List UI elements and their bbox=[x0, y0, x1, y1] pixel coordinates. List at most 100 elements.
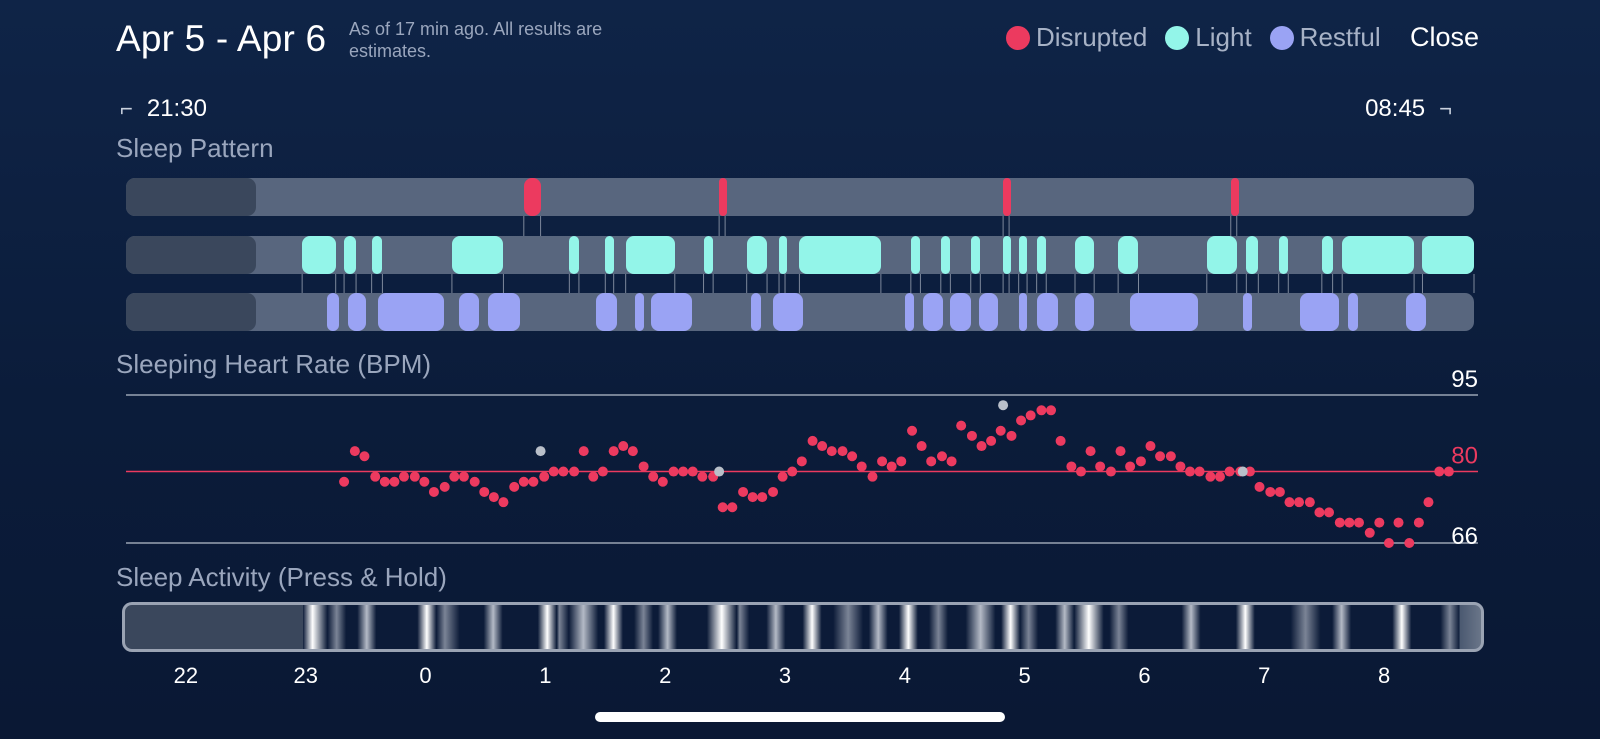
disrupted-segment bbox=[1230, 178, 1239, 216]
heart-rate-point bbox=[588, 471, 599, 482]
time-start: ⌐ 21:30 bbox=[120, 95, 207, 123]
heart-rate-point bbox=[597, 466, 608, 477]
heart-rate-point bbox=[558, 466, 569, 477]
restful-segment bbox=[459, 293, 480, 331]
heart-rate-point bbox=[409, 471, 420, 482]
light-segment bbox=[344, 236, 357, 274]
x-tick-label: 5 bbox=[1018, 663, 1031, 688]
time-end-label: 08:45 bbox=[1365, 95, 1426, 122]
heart-rate-point bbox=[428, 486, 439, 497]
heart-rate-point bbox=[1125, 461, 1136, 472]
heart-rate-point bbox=[1274, 486, 1285, 497]
estimate-note: As of 17 min ago. All results are estima… bbox=[349, 19, 603, 61]
heart-rate-point bbox=[1294, 497, 1305, 508]
heart-rate-point bbox=[1413, 517, 1424, 528]
heart-rate-chart[interactable]: 95 80 66 bbox=[0, 360, 1600, 560]
heart-rate-point bbox=[687, 466, 698, 477]
heart-rate-point bbox=[539, 471, 550, 482]
restful-segment bbox=[922, 293, 944, 331]
legend-dot-light bbox=[1165, 25, 1190, 50]
heart-rate-point bbox=[738, 486, 749, 497]
light-segment bbox=[799, 236, 881, 274]
heart-rate-point bbox=[1175, 461, 1186, 472]
heart-rate-point bbox=[458, 471, 469, 482]
heart-rate-point bbox=[1364, 527, 1375, 538]
bracket-start-icon: ⌐ bbox=[120, 96, 133, 121]
heart-rate-point bbox=[817, 441, 828, 452]
heart-rate-point bbox=[479, 486, 490, 497]
heart-rate-point bbox=[1105, 466, 1116, 477]
heart-rate-point bbox=[488, 492, 499, 503]
heart-rate-point bbox=[1324, 507, 1335, 518]
disrupted-segment bbox=[523, 178, 541, 216]
page-title: Apr 5 - Apr 6 bbox=[116, 18, 327, 59]
time-end: 08:45 ¬ bbox=[1365, 95, 1452, 123]
heart-rate-point bbox=[1115, 446, 1126, 457]
heart-rate-point bbox=[668, 466, 679, 477]
track-pre-disrupted bbox=[126, 178, 256, 216]
heart-rate-point bbox=[826, 446, 837, 457]
heart-rate-point bbox=[1194, 466, 1205, 477]
track-pre-restful bbox=[126, 293, 256, 331]
sleep-pattern-label: Sleep Pattern bbox=[116, 133, 274, 163]
x-tick-label: 23 bbox=[293, 663, 318, 688]
heart-rate-point bbox=[1145, 441, 1156, 452]
time-start-label: 21:30 bbox=[146, 95, 207, 122]
heart-rate-point bbox=[648, 471, 659, 482]
home-indicator[interactable] bbox=[595, 712, 1005, 722]
heart-rate-point bbox=[1046, 405, 1057, 416]
legend-label-light: Light bbox=[1195, 22, 1252, 52]
heart-rate-point bbox=[608, 446, 619, 457]
heart-rate-point bbox=[727, 502, 738, 513]
heart-rate-point bbox=[1284, 497, 1295, 508]
restful-segment bbox=[979, 293, 999, 331]
heart-rate-point bbox=[1423, 497, 1434, 508]
heart-rate-point bbox=[1254, 481, 1265, 492]
track-restful[interactable] bbox=[126, 293, 1474, 331]
bracket-end-icon: ¬ bbox=[1439, 96, 1452, 121]
close-button[interactable]: Close bbox=[1410, 22, 1480, 52]
light-segment bbox=[371, 236, 383, 274]
heart-rate-point bbox=[548, 466, 559, 477]
heart-rate-point bbox=[1404, 538, 1415, 548]
heart-rate-point bbox=[986, 435, 997, 446]
heart-rate-label: Sleeping Heart Rate (BPM) bbox=[116, 349, 432, 379]
legend-item-light: Light bbox=[1165, 22, 1252, 53]
restful-segment bbox=[487, 293, 521, 331]
heart-rate-point bbox=[359, 451, 370, 462]
heart-rate-point bbox=[528, 476, 539, 487]
light-segment bbox=[1036, 236, 1047, 274]
heart-rate-point bbox=[768, 486, 779, 497]
heart-rate-point bbox=[697, 471, 708, 482]
heart-rate-point bbox=[419, 476, 430, 487]
light-segment bbox=[1118, 236, 1139, 274]
legend-item-restful: Restful bbox=[1269, 22, 1381, 53]
heart-rate-point bbox=[398, 471, 409, 482]
legend: Disrupted Light Restful bbox=[1006, 22, 1399, 53]
restful-segment bbox=[1018, 293, 1028, 331]
sleep-activity-bar[interactable] bbox=[122, 602, 1484, 652]
heart-rate-point bbox=[578, 446, 589, 457]
restful-segment bbox=[377, 293, 444, 331]
light-segment bbox=[1342, 236, 1415, 274]
disrupted-segment bbox=[719, 178, 728, 216]
light-segment bbox=[1246, 236, 1259, 274]
heart-rate-point bbox=[1075, 466, 1086, 477]
heart-rate-point bbox=[946, 456, 957, 467]
track-disrupted[interactable] bbox=[126, 178, 1474, 216]
restful-segment bbox=[327, 293, 340, 331]
heart-rate-point bbox=[1383, 538, 1394, 548]
restful-segment bbox=[950, 293, 971, 331]
heart-rate-point bbox=[907, 425, 918, 436]
heart-rate-point bbox=[509, 481, 520, 492]
heart-rate-point bbox=[1016, 415, 1027, 426]
track-light[interactable] bbox=[126, 236, 1474, 274]
heart-rate-point bbox=[867, 471, 878, 482]
heart-rate-point bbox=[837, 446, 848, 457]
x-tick-label: 22 bbox=[173, 663, 199, 688]
heart-rate-point bbox=[1374, 517, 1385, 528]
light-segment bbox=[940, 236, 951, 274]
heart-rate-point bbox=[936, 451, 947, 462]
restful-segment bbox=[1036, 293, 1059, 331]
